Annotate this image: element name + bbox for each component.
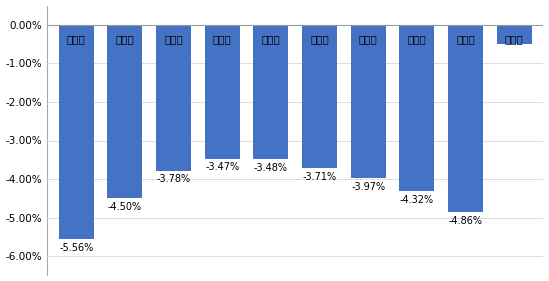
Bar [302,25,337,168]
Bar [497,25,532,44]
Bar [351,25,386,178]
Bar [448,25,483,212]
Bar [108,25,142,198]
Text: 第七个: 第七个 [359,35,378,44]
Bar [59,25,94,239]
Text: -5.56%: -5.56% [59,243,93,253]
Text: 第五个: 第五个 [261,35,281,44]
Text: -3.97%: -3.97% [351,182,385,192]
Bar [205,25,240,158]
Text: 第四个: 第四个 [213,35,232,44]
Bar [399,25,434,191]
Text: -3.78%: -3.78% [156,175,191,184]
Text: -4.86%: -4.86% [449,216,483,226]
Text: 第三个: 第三个 [164,35,183,44]
Text: -3.71%: -3.71% [302,172,337,182]
Text: 第十个: 第十个 [505,35,524,44]
Text: 第六个: 第六个 [310,35,329,44]
Bar [156,25,191,171]
Text: -4.50%: -4.50% [108,202,142,212]
Text: -3.47%: -3.47% [205,162,239,173]
Bar [254,25,288,159]
Text: -4.32%: -4.32% [400,195,434,205]
Text: 第九个: 第九个 [456,35,475,44]
Text: -3.48%: -3.48% [254,163,288,173]
Text: 第八个: 第八个 [407,35,426,44]
Text: 第二个: 第二个 [115,35,135,44]
Text: 第一个: 第一个 [67,35,86,44]
